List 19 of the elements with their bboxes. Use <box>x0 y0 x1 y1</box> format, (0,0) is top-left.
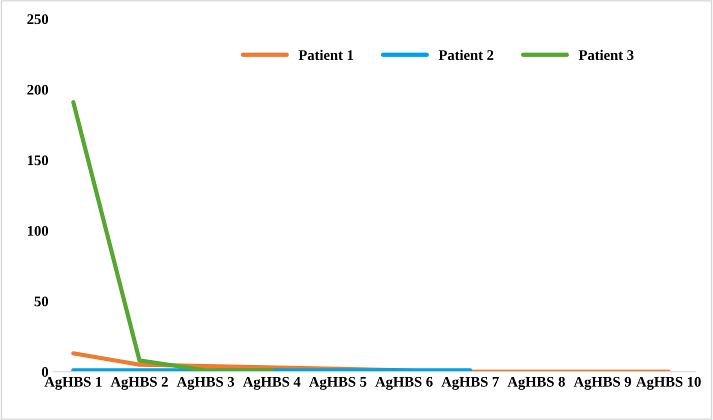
x-tick-label: AgHBS 6 <box>375 376 433 390</box>
x-tick-label: AgHBS 7 <box>441 376 499 390</box>
y-tick-label: 200 <box>27 84 48 95</box>
y-tick-label: 100 <box>28 226 48 236</box>
x-tick-label: AgHBS 10 <box>636 376 701 390</box>
y-tick-label: 250 <box>27 14 48 24</box>
legend-label: Patient 2 <box>438 50 494 60</box>
x-tick-label: AgHBS 8 <box>508 376 565 390</box>
x-tick-label: AgHBS 5 <box>309 376 366 390</box>
x-tick-label: AgHBS 1 <box>44 376 102 390</box>
x-tick-label: AgHBS 4 <box>242 376 300 390</box>
x-tick-label: AgHBS 3 <box>176 376 234 390</box>
y-tick-label: 0 <box>42 367 48 377</box>
x-tick-label: AgHBS 2 <box>110 376 168 390</box>
y-tick-label: 50 <box>34 296 48 306</box>
legend-label: Patient 3 <box>578 50 634 60</box>
y-tick-label: 150 <box>28 155 48 166</box>
x-tick-label: AgHBS 9 <box>574 376 632 390</box>
legend-label: Patient 1 <box>298 50 354 60</box>
